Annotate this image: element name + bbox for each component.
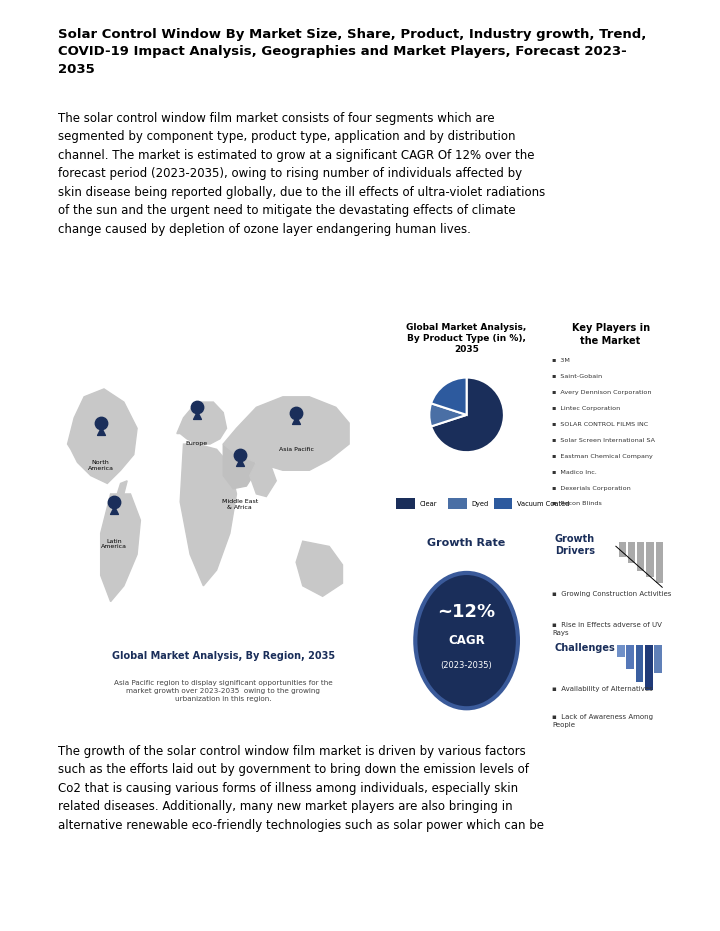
Polygon shape [250,463,276,496]
Text: ▪  SOLAR CONTROL FILMS INC: ▪ SOLAR CONTROL FILMS INC [552,422,649,427]
Bar [647,542,654,577]
Polygon shape [180,444,236,586]
Text: ▪  Growing Construction Activities: ▪ Growing Construction Activities [552,591,672,598]
Bar [628,542,635,562]
Text: Asia Pacific: Asia Pacific [279,447,314,452]
Bar [618,542,626,557]
Text: Asia Pacific region to display significant opportunities for the
market growth o: Asia Pacific region to display significa… [114,680,333,701]
Text: Global Market Analysis, By Region, 2035: Global Market Analysis, By Region, 2035 [112,651,335,661]
Polygon shape [68,389,137,483]
Wedge shape [431,378,504,452]
Text: Vacuum Coated: Vacuum Coated [517,501,570,507]
Text: 30%: 30% [444,479,467,490]
Text: ▪  Lintec Corporation: ▪ Lintec Corporation [552,406,621,412]
Bar [636,644,643,681]
Point [290,413,302,428]
Text: ▪  Rise in Effects adverse of UV
Rays: ▪ Rise in Effects adverse of UV Rays [552,622,662,636]
Text: Growth
Drivers: Growth Drivers [555,534,595,557]
Text: Middle East
& Africa: Middle East & Africa [222,499,258,510]
Text: ▪  Availability of Alternatives: ▪ Availability of Alternatives [552,686,653,692]
Bar [626,644,634,669]
Text: Latin
America: Latin America [101,538,127,549]
Bar [617,644,625,657]
Bar [449,498,467,509]
Point [108,494,120,509]
Text: CAGR: CAGR [449,634,485,647]
Text: www.researchnester.com  |  +1 646 586 9123  |  info@researchnester.com: www.researchnester.com | +1 646 586 9123… [114,738,333,744]
Bar [637,542,644,571]
Text: ▪  Saint-Gobain: ▪ Saint-Gobain [552,374,603,379]
Circle shape [415,573,518,708]
Polygon shape [223,397,349,470]
Polygon shape [177,402,227,444]
Polygon shape [101,494,140,601]
Point [108,502,120,517]
Polygon shape [223,444,256,489]
Text: Clear: Clear [419,501,437,507]
Bar [654,644,662,673]
Wedge shape [431,378,467,415]
Polygon shape [296,541,343,597]
Point [290,405,302,420]
Text: Global Market Analysis,
By Product Type (in %),
2035: Global Market Analysis, By Product Type … [407,323,527,354]
Text: Global Solar Control Window Films
Market Overview: Global Solar Control Window Films Market… [109,329,338,358]
Point [191,399,202,414]
Point [95,424,107,439]
Text: ~12%: ~12% [438,603,495,621]
Bar [645,644,652,690]
Text: The solar control window film market consists of four segments which are
segment: The solar control window film market con… [58,112,545,236]
Text: Europe: Europe [186,441,208,447]
Bar [494,498,513,509]
Text: Growth Rate: Growth Rate [428,538,505,548]
Point [234,447,246,462]
Text: Key Players in
the Market: Key Players in the Market [572,323,649,346]
Wedge shape [429,403,467,426]
Text: Dyed: Dyed [471,501,488,507]
Text: The growth of the solar control window film market is driven by various factors
: The growth of the solar control window f… [58,745,544,831]
Text: ▪  Lack of Awareness Among
People: ▪ Lack of Awareness Among People [552,714,653,728]
Text: ▪  Avery Dennison Corporation: ▪ Avery Dennison Corporation [552,390,652,395]
Text: ▪  Solar Screen International SA: ▪ Solar Screen International SA [552,438,655,443]
Text: (2023-2035): (2023-2035) [441,661,492,669]
Bar [656,542,663,583]
Text: ▪  Recon Blinds: ▪ Recon Blinds [552,502,602,506]
Text: ▪  Madico Inc.: ▪ Madico Inc. [552,469,597,475]
Text: North
America: North America [88,460,114,470]
Bar [397,498,415,509]
Text: ▪  3M: ▪ 3M [552,358,570,363]
Text: Solar Control Window By Market Size, Share, Product, Industry growth, Trend,
COV: Solar Control Window By Market Size, Sha… [58,28,646,76]
Point [234,455,246,470]
Text: ▪  Dexerials Corporation: ▪ Dexerials Corporation [552,486,631,491]
Polygon shape [117,480,127,494]
Text: ▪  Eastman Chemical Company: ▪ Eastman Chemical Company [552,453,653,459]
Point [191,408,202,423]
Point [95,415,107,430]
Text: Challenges: Challenges [555,642,616,653]
